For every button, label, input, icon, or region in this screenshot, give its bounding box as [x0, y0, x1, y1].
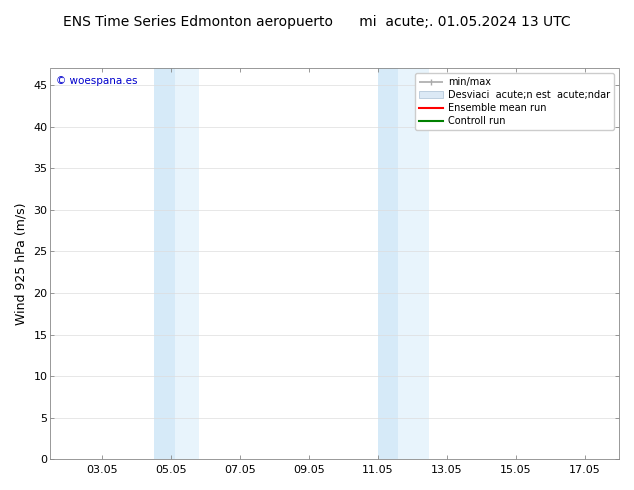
Legend: min/max, Desviaci  acute;n est  acute;ndar, Ensemble mean run, Controll run: min/max, Desviaci acute;n est acute;ndar… [415, 74, 614, 130]
Text: ENS Time Series Edmonton aeropuerto      mi  acute;. 01.05.2024 13 UTC: ENS Time Series Edmonton aeropuerto mi a… [63, 15, 571, 29]
Y-axis label: Wind 925 hPa (m/s): Wind 925 hPa (m/s) [15, 203, 28, 325]
Text: © woespana.es: © woespana.es [56, 76, 138, 86]
Bar [174, 69, 198, 460]
Bar [399, 69, 429, 460]
Bar [378, 69, 399, 460]
Bar [154, 69, 174, 460]
